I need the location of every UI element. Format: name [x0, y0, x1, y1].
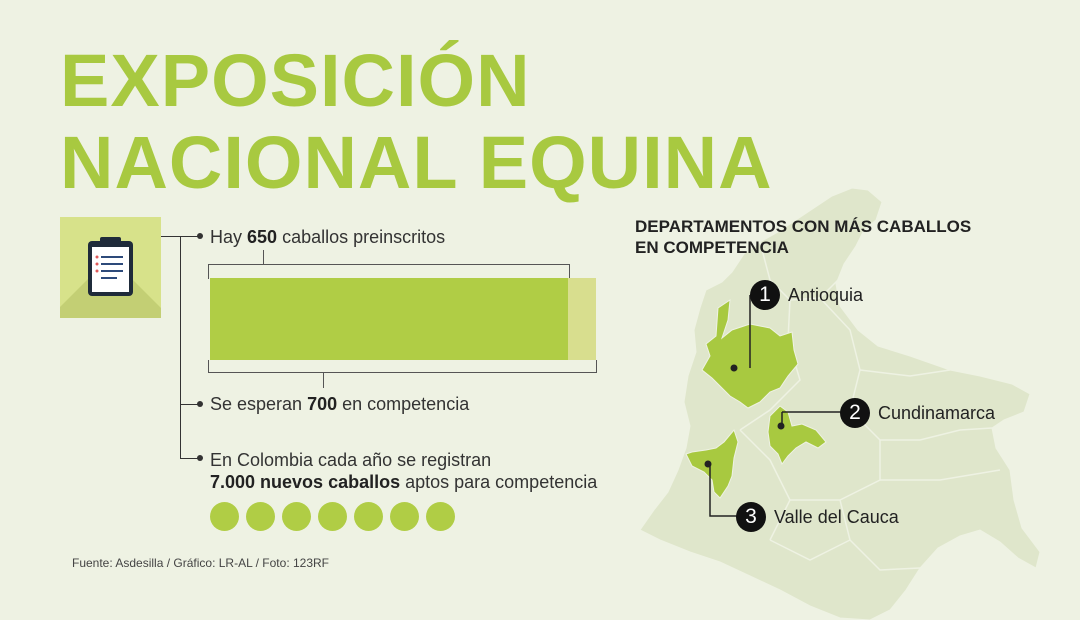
- horse-circle: [282, 502, 311, 531]
- bar-preregistered: [210, 278, 568, 360]
- bar-bracket-bottom: [208, 360, 597, 373]
- clipboard-icon: [88, 237, 133, 296]
- rank-item-cundinamarca: 2 Cundinamarca: [840, 398, 995, 428]
- horse-circle: [390, 502, 419, 531]
- connector-line: [180, 458, 200, 459]
- rank-number: 1: [750, 280, 780, 310]
- connector-line: [161, 236, 201, 237]
- horse-circles: [210, 502, 455, 531]
- rank-pointers: [709, 294, 842, 517]
- map-title: DEPARTAMENTOS CON MÁS CABALLOS EN COMPET…: [635, 217, 972, 257]
- rank-dot-3: [704, 460, 712, 468]
- page-title: EXPOSICIÓN NACIONAL EQUINA: [60, 40, 773, 204]
- rank-dot-2: [777, 422, 785, 430]
- rank-item-valle: 3 Valle del Cauca: [736, 502, 899, 532]
- title-line-2: NACIONAL EQUINA: [60, 121, 773, 204]
- stat-registered: En Colombia cada año se registran 7.000 …: [210, 450, 598, 492]
- stat-preregistered: Hay 650 caballos preinscritos: [210, 227, 446, 247]
- rank-name: Antioquia: [788, 284, 864, 305]
- bullet-dot: [197, 233, 203, 239]
- stat-expected: Se esperan 700 en competencia: [210, 394, 470, 414]
- horse-circle: [426, 502, 455, 531]
- rank-dot-1: [730, 364, 738, 372]
- connector-line: [180, 404, 200, 405]
- bullet-dot: [197, 401, 203, 407]
- horse-circle: [246, 502, 275, 531]
- horse-circle: [354, 502, 383, 531]
- bullet-dot: [197, 455, 203, 461]
- rank-item-antioquia: 1 Antioquia: [750, 280, 863, 310]
- rank-name: Valle del Cauca: [774, 506, 899, 527]
- rank-number: 2: [840, 398, 870, 428]
- department-borders: [739, 241, 1001, 571]
- rank-number: 3: [736, 502, 766, 532]
- horse-circle: [210, 502, 239, 531]
- department-valle: [685, 428, 739, 499]
- connector-line: [180, 236, 181, 458]
- horse-circle: [318, 502, 347, 531]
- rank-name: Cundinamarca: [878, 402, 996, 423]
- bar-bracket-top: [208, 264, 570, 279]
- clipboard-card: [60, 217, 161, 318]
- title-line-1: EXPOSICIÓN: [60, 39, 531, 122]
- source-note: Fuente: Asdesilla / Gráfico: LR-AL / Fot…: [72, 556, 330, 570]
